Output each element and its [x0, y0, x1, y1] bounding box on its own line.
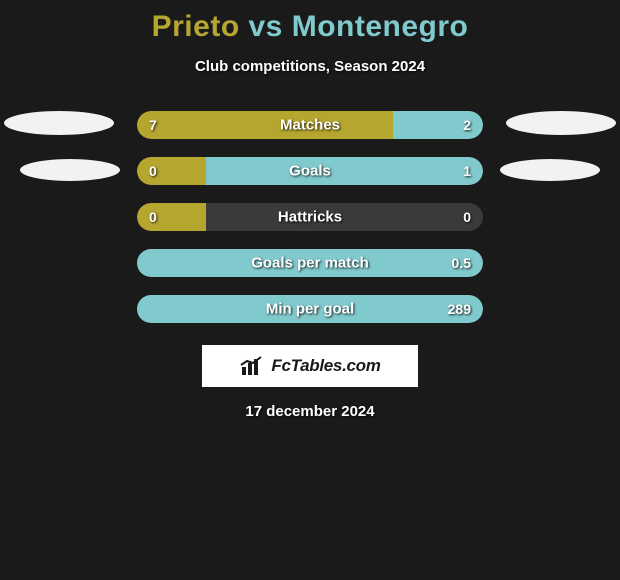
bar-left	[137, 157, 206, 185]
bar-track: Goals per match 0.5	[137, 249, 483, 277]
right-value: 0	[463, 209, 471, 225]
right-value: 0.5	[452, 255, 471, 271]
logo-text: FcTables.com	[271, 356, 380, 376]
decor-ellipse	[500, 159, 600, 181]
row-label: Matches	[280, 117, 340, 134]
bar-track: 7 Matches 2	[137, 111, 483, 139]
row-label: Hattricks	[278, 209, 342, 226]
bar-track: 0 Hattricks 0	[137, 203, 483, 231]
right-value: 1	[463, 163, 471, 179]
chart-icon	[239, 355, 265, 377]
left-value: 0	[149, 209, 157, 225]
stat-row: 0 Goals 1	[0, 157, 620, 185]
bar-track: 0 Goals 1	[137, 157, 483, 185]
title-player2: Montenegro	[292, 10, 469, 43]
date-label: 17 december 2024	[0, 403, 620, 420]
stat-row: 0 Hattricks 0	[0, 203, 620, 231]
stat-row: Min per goal 289	[0, 295, 620, 323]
comparison-infographic: Prieto vs Montenegro Club competitions, …	[0, 0, 620, 580]
title-player1: Prieto	[152, 10, 240, 43]
page-title: Prieto vs Montenegro	[0, 0, 620, 44]
decor-ellipse	[4, 111, 114, 135]
logo-box: FcTables.com	[202, 345, 418, 387]
bar-right	[206, 157, 483, 185]
right-value: 289	[448, 301, 471, 317]
left-value: 0	[149, 163, 157, 179]
bar-left	[137, 203, 206, 231]
subtitle: Club competitions, Season 2024	[0, 58, 620, 75]
bar-left	[137, 111, 393, 139]
decor-ellipse	[506, 111, 616, 135]
title-connector: vs	[240, 10, 292, 43]
stat-row: 7 Matches 2	[0, 111, 620, 139]
bar-track: Min per goal 289	[137, 295, 483, 323]
stat-row: Goals per match 0.5	[0, 249, 620, 277]
right-value: 2	[463, 117, 471, 133]
left-value: 7	[149, 117, 157, 133]
decor-ellipse	[20, 159, 120, 181]
row-label: Goals per match	[251, 255, 369, 272]
stat-rows: 7 Matches 2 0 Goals 1 0 Hattricks	[0, 111, 620, 323]
row-label: Goals	[289, 163, 331, 180]
row-label: Min per goal	[266, 301, 354, 318]
